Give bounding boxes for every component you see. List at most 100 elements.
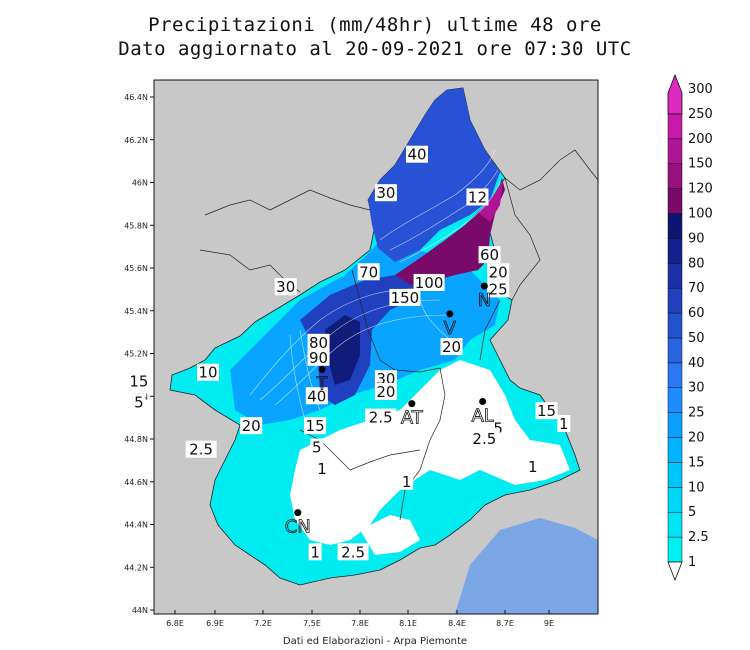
lat-tick-label: 44.4N [124,521,148,530]
contour-label: 1 [402,473,412,491]
contour-label-bg [478,246,501,264]
colorbar-label: 80 [688,256,705,271]
colorbar-label: 20 [688,431,705,446]
colorbar-swatch [667,362,683,388]
sea-area [455,518,598,614]
contour-label-bg [197,363,219,381]
contour-label-bg [535,402,558,420]
colorbar-swatch [667,312,683,339]
colorbar-swatch [667,163,683,189]
colorbar-swatch [667,213,683,239]
city-label: T [316,373,329,394]
colorbar-swatch [667,437,683,463]
city-dot [318,365,326,373]
lon-tick-label: 8.1E [399,619,417,628]
contour-label: 15 [129,372,148,390]
lat-tick-label: 46.4N [124,93,148,102]
rain-field-100-band [395,178,505,285]
dry-area-1 [290,360,570,545]
lat-tick-label: 45.6N [124,264,148,273]
lon-tick-label: 8.7E [496,619,514,628]
colorbar-under-triangle [667,561,683,582]
contour-label-bg [337,543,369,561]
colorbar-swatch [667,287,683,314]
contour-label-bg [185,440,217,458]
colorbar-swatch [667,387,683,413]
colorbar-label: 5 [688,505,696,520]
contour-label-bg [374,382,397,400]
city-label: AT [401,408,424,429]
lat-tick-label: 45.4N [124,307,148,316]
lat-tick-label: 45.8N [124,221,148,230]
colorbar-swatch [667,113,683,140]
contour-label: 15 [306,417,325,435]
contour-label: 5 [312,439,322,457]
contour-label-bg [406,145,428,163]
city-dot [408,400,416,408]
colorbar-swatch [667,73,683,115]
contour-label-bg [400,472,414,490]
contour-label: 150 [391,289,420,307]
contour-label-bg [466,188,489,206]
colorbar-swatch [667,337,683,364]
colorbar-swatch [667,511,683,538]
colorbar-label: 60 [688,306,705,321]
contour-label: 2.5 [341,543,365,561]
data-credit: Dati ed Elaborazioni - Arpa Piemonte [282,636,468,647]
contour-label-bg [413,273,445,291]
contour-label-bg [307,333,330,351]
contour-label: 60 [480,246,499,264]
contour-label-bg [240,417,263,435]
contour-label-bg [127,372,150,390]
colorbar-label: 25 [688,406,705,421]
city-dot [446,310,454,318]
contour-label: 1 [317,460,327,478]
rain-field-90-core [325,315,360,385]
contour-label: 80 [309,334,328,352]
lat-tick-label: 44.8N [124,435,148,444]
contour-label-bg [557,415,571,433]
colorbar-label: 90 [688,231,705,246]
contour-label: 90 [309,349,328,367]
lat-tick-label: 44.2N [124,563,148,572]
contour-label: 25 [489,280,508,298]
contour-label: 1 [310,543,320,561]
contour-label: 100 [415,274,444,292]
colorbar-swatch [667,536,683,563]
contour-label: 20 [489,263,508,281]
map-title-line1: Precipitazioni (mm/48hr) ultime 48 ore [148,14,602,36]
contour-label: 2.5 [472,430,496,448]
colorbar-label: 300 [688,82,713,97]
city-label: CN [285,517,311,538]
colorbar-swatch [667,188,683,214]
contour-label: 30 [276,278,295,296]
colorbar-label: 40 [688,356,705,371]
contour-label: 1 [528,458,538,476]
city-dot [479,397,487,405]
contour-label: 15 [537,402,556,420]
map-title-line2: Dato aggiornato al 20-09-2021 ore 07:30 … [118,38,632,60]
contour-label-bg [468,430,500,447]
dry-area-2 [360,515,420,555]
rain-field-60-turin [300,275,425,405]
lon-tick-label: 6.8E [166,619,184,628]
contour-label: 1 [559,415,569,433]
contour-label-bg [487,263,510,281]
colorbar-swatch [667,138,683,164]
lon-tick-label: 7.8E [351,619,369,628]
colorbar-label: 100 [688,206,713,221]
contour-label-bg [132,393,146,411]
contour-label-bg [304,417,327,435]
colorbar-label: 150 [688,157,713,172]
colorbar-swatch [667,238,683,264]
contour-label-bg [526,457,540,475]
colorbar-label: 30 [688,381,705,396]
colorbar-swatch [667,412,683,438]
colorbar-swatch [667,263,683,289]
lat-tick-label: 45.2N [124,350,148,359]
contour-label: 5 [493,419,503,437]
contour-label-bg [487,280,510,298]
contour-label-bg [308,543,322,561]
lat-tick-label: 46.2N [124,136,148,145]
